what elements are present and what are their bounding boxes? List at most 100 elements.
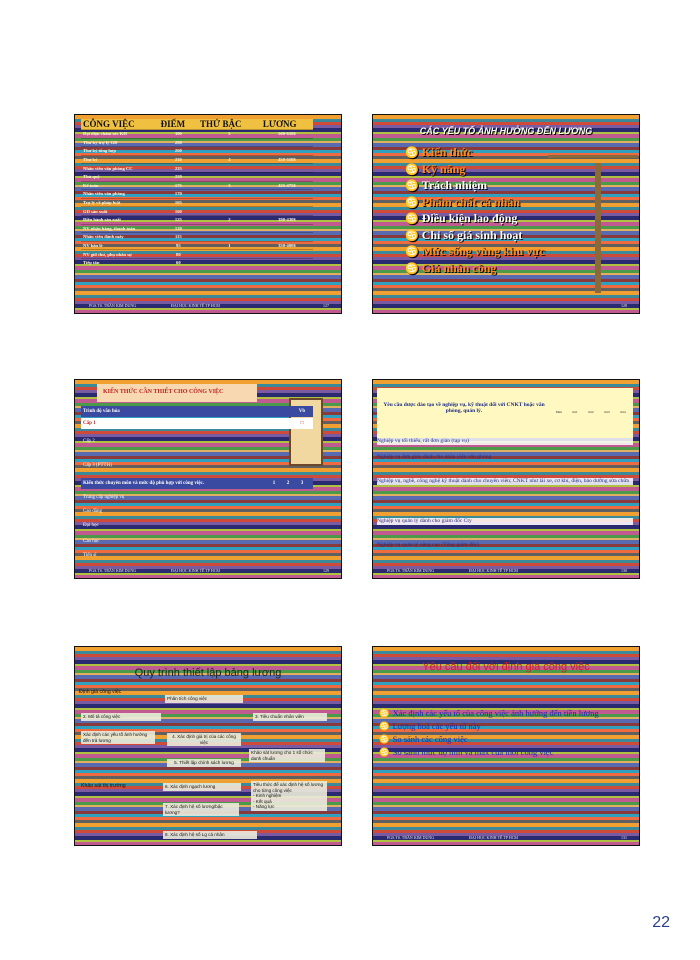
- footer-page: 129: [323, 568, 329, 573]
- slide-knowledge: KIẾN THỨC CẦN THIẾT CHO CÔNG VIỆC Trình …: [74, 379, 342, 579]
- knowledge-row: Trung cấp nghiệp vụ: [81, 492, 313, 503]
- table-cell: [198, 257, 261, 267]
- col-header: Đnn: [555, 410, 563, 414]
- factor-item: ♋ Mức sống vùng khu vực: [405, 244, 545, 261]
- page-number: 22: [652, 914, 670, 931]
- table-cell: Nhân viên văn phòng CC: [81, 163, 159, 173]
- col-header: Kt1: [572, 410, 578, 414]
- factor-label: Giá nhân công: [421, 260, 497, 275]
- table-cell: [260, 257, 313, 267]
- bullet-icon: ♋: [379, 734, 390, 744]
- slide-title: Yêu cầu đối với định giá công việc: [422, 661, 590, 673]
- slide-header: Yêu cầu được đào tạo về nghiệp vụ, kỹ th…: [377, 388, 551, 438]
- footer-school: ĐẠI HỌC KINH TẾ TP HCM: [171, 303, 220, 308]
- table-cell: NV bán lẻ: [81, 240, 159, 250]
- node-job-description: 2. Mô tả công việc: [81, 713, 161, 721]
- footer-school: ĐẠI HỌC KINH TẾ TP HCM: [171, 568, 220, 573]
- factor-item: ♋ Chỉ số giá sinh hoạt: [405, 228, 545, 245]
- footer-page: 130: [621, 568, 627, 573]
- node-pay-factors: Xác định các yếu tố ảnh hưởng đến trả lư…: [81, 731, 155, 744]
- table-cell: 3: [198, 180, 261, 190]
- factor-item: ♋ Giá nhân công: [405, 261, 545, 278]
- table-cell: 160: [158, 206, 199, 216]
- table-cell: 165: [158, 197, 199, 207]
- slide-evaluation-requirements: Yêu cầu đối với định giá công việc ♋ Xác …: [372, 646, 640, 846]
- training-item: Nghiệp vụ, nghề, công nghệ kỹ thuật dành…: [377, 478, 633, 485]
- node-job-evaluation: Định giá công việc: [79, 689, 122, 695]
- scale-post: [595, 163, 601, 293]
- requirement-label: Xác định các yếu tố của công việc ảnh hư…: [392, 708, 599, 718]
- slide-footer: PGS.TS. TRẦN KIM DUNG ĐẠI HỌC KINH TẾ TP…: [373, 833, 639, 843]
- row-value: Vb: [298, 409, 306, 414]
- requirement-item: ♋ So sánh các công việc: [379, 733, 637, 746]
- factor-item: ♋ Trách nhiệm: [405, 178, 545, 195]
- table-row: Nhân viên đánh máy 115: [81, 232, 313, 242]
- col-header: THỨ BẬC: [198, 119, 261, 130]
- education-header: Trình độ văn hóa Vb: [81, 406, 313, 417]
- checkbox-icon: □: [300, 421, 304, 426]
- table-cell: 4: [198, 154, 261, 164]
- table-row: Thư ký 230 4 450-550$: [81, 154, 313, 164]
- table-cell: [198, 171, 261, 182]
- row-label: Cao học: [83, 539, 100, 544]
- row-label: Cao đẳng: [83, 509, 103, 514]
- table-cell: [260, 232, 313, 242]
- bullet-icon: ♋: [405, 246, 419, 258]
- slide-footer: PGS.TS. TRẦN KIM DUNG ĐẠI HỌC KINH TẾ TP…: [373, 566, 639, 576]
- bullet-icon: ♋: [379, 708, 390, 718]
- footer-author: PGS.TS. TRẦN KIM DUNG: [387, 568, 435, 573]
- col-header: CÔNG VIỆC: [81, 119, 159, 130]
- table-cell: Thư ký trợ lý GĐ: [81, 137, 159, 147]
- slide-training-requirements: Yêu cầu được đào tạo về nghiệp vụ, kỹ th…: [372, 379, 640, 579]
- row-label: Cấp 3 (PTTH): [83, 463, 112, 468]
- table-cell: 220: [158, 171, 199, 182]
- slide-title: Quy trình thiết lập bảng lương: [134, 667, 282, 679]
- row-value: 1: [272, 481, 276, 486]
- node-job-analysis: Phân tích công việc: [165, 695, 243, 703]
- table-cell: [260, 137, 313, 147]
- node-pay-coefficient: 7. Xác định hệ số lương/bậc lương?: [163, 803, 239, 816]
- factor-label: Mức sống vùng khu vực: [421, 244, 545, 258]
- slide-title: KIẾN THỨC CẦN THIẾT CHO CÔNG VIỆC: [97, 384, 257, 402]
- footer-page: 127: [323, 303, 329, 308]
- slide-footer: PGS.TS. TRẦN KIM DUNG ĐẠI HỌC KINH TẾ TP…: [75, 566, 341, 576]
- table-cell: [260, 223, 313, 233]
- table-cell: [198, 232, 261, 242]
- footer-school: ĐẠI HỌC KINH TẾ TP HCM: [469, 568, 518, 573]
- factor-item: ♋ Kỹ năng: [405, 162, 545, 179]
- training-item: Nghiệp vụ đơn giản dành cho nhân viên vă…: [377, 454, 492, 460]
- table-cell: Thư ký: [81, 154, 159, 164]
- table-cell: [198, 249, 261, 259]
- factor-label: Chỉ số giá sinh hoạt: [421, 227, 523, 242]
- table-cell: [260, 249, 313, 259]
- slide-footer: PGS.TS. TRẦN KIM DUNG ĐẠI HỌC KINH TẾ TP…: [75, 301, 341, 311]
- table-cell: [260, 189, 313, 199]
- footer-author: PGS.TS. TRẦN KIM DUNG: [89, 568, 137, 573]
- row-label: Kiến thức chuyên môn và mức độ phù hợp v…: [83, 481, 204, 486]
- col-header: Kt2: [588, 410, 594, 414]
- table-cell: 500-650$: [260, 129, 313, 139]
- table-cell: [260, 146, 313, 156]
- level-columns: Đnn Kt1 Kt2 Kt3 Kt4: [551, 388, 633, 438]
- table-cell: Nhân viên đánh máy: [81, 232, 159, 242]
- knowledge-row: Tiến sĩ: [81, 550, 313, 561]
- factor-label: Kỹ năng: [421, 161, 466, 176]
- col-header: Kt4: [620, 410, 626, 414]
- table-row: Thư ký tổng hợp 260: [81, 146, 313, 156]
- factor-label: Kiến thức: [421, 145, 473, 159]
- table-cell: Kế toán: [81, 180, 159, 190]
- table-cell: Đại diện chăm sóc KH: [81, 129, 159, 139]
- node-salary-survey: Khảo sát lương cho 1 số chức danh chuẩn: [249, 749, 325, 762]
- row-value: 2: [286, 481, 290, 486]
- col-header: Kt3: [604, 410, 610, 414]
- table-cell: 95: [158, 240, 199, 250]
- row-label: Cấp 2: [83, 439, 95, 444]
- factor-item: ♋ Phẩm chất cá nhân: [405, 195, 545, 212]
- row-label: Trung cấp nghiệp vụ: [83, 495, 125, 500]
- requirement-item: ♋ Xác định các yếu tố của công việc ảnh h…: [379, 707, 637, 720]
- table-row: Trợ lý về pháp luật 165: [81, 197, 313, 207]
- table-row: GĐ sản xuất 160: [81, 206, 313, 216]
- table-cell: 280: [158, 137, 199, 147]
- knowledge-row: Cao đẳng: [81, 506, 313, 517]
- row-value: 3: [300, 481, 304, 486]
